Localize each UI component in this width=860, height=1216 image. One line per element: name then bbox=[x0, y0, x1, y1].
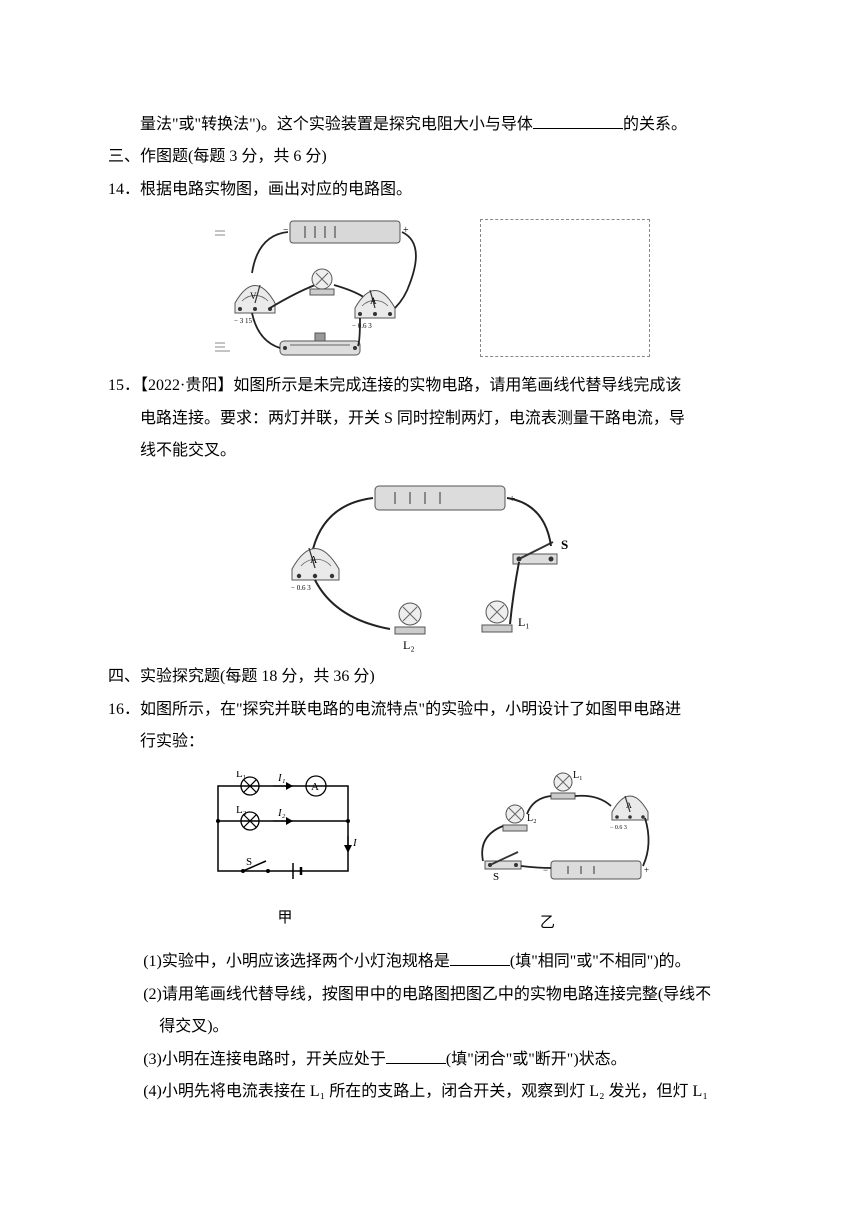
svg-text:V: V bbox=[250, 291, 257, 301]
text-fragment: 量法"或"转换法")。这个实验装置是探究电阻大小与导体 bbox=[140, 116, 533, 133]
svg-text:A: A bbox=[370, 296, 377, 306]
svg-text:+: + bbox=[644, 865, 649, 875]
continuation-line: 量法"或"转换法")。这个实验装置是探究电阻大小与导体 的关系。 bbox=[108, 110, 752, 140]
q15-line3: 线不能交叉。 bbox=[108, 436, 752, 466]
q16-fig-yi-wrap: L₁ L₂ A − 0.6 3 S bbox=[433, 766, 663, 938]
fill-blank bbox=[533, 111, 623, 129]
q16-physical-svg: L₁ L₂ A − 0.6 3 S bbox=[433, 766, 663, 896]
q15-line2: 电路连接。要求：两灯并联，开关 S 同时控制两灯，电流表测量干路电流，导 bbox=[108, 404, 752, 434]
svg-text:L₂: L₂ bbox=[527, 813, 537, 824]
svg-text:−: − bbox=[543, 865, 548, 875]
fill-blank bbox=[386, 1046, 446, 1064]
svg-text:− 3 15: − 3 15 bbox=[234, 317, 252, 325]
svg-text:A: A bbox=[626, 801, 632, 810]
q16-fig-jia-wrap: L₁ I₁ A L₂ I₂ I S bbox=[198, 771, 373, 933]
text-fragment: (填"闭合"或"断开")状态。 bbox=[446, 1051, 627, 1068]
text-fragment: (填"相同"或"不相同")的。 bbox=[510, 953, 691, 970]
svg-text:L₁: L₁ bbox=[518, 615, 530, 629]
svg-text:− 0.6 3: − 0.6 3 bbox=[610, 825, 627, 831]
text-fragment: (3)小明在连接电路时，开关应处于 bbox=[143, 1051, 386, 1068]
svg-text:− 0.6 3: − 0.6 3 bbox=[352, 322, 372, 330]
fig-label-yi: 乙 bbox=[433, 909, 663, 938]
q16-sub3: (3)小明在连接电路时，开关应处于 (填"闭合"或"断开")状态。 bbox=[108, 1045, 752, 1075]
q16-sub4: (4)小明先将电流表接在 L₁ 所在的支路上，闭合开关，观察到灯 L₂ 发光，但… bbox=[108, 1077, 752, 1107]
svg-text:S: S bbox=[493, 871, 499, 883]
svg-text:L₁: L₁ bbox=[573, 770, 583, 781]
section-heading-4: 四、实验探究题(每题 18 分，共 36 分) bbox=[108, 662, 752, 692]
q16-sub2b: 得交叉)。 bbox=[108, 1012, 752, 1042]
q16-sub2a: (2)请用笔画线代替导线，按图甲中的电路图把图乙中的实物电路连接完整(导线不 bbox=[108, 980, 752, 1010]
q16-schematic-svg: L₁ I₁ A L₂ I₂ I S bbox=[198, 771, 373, 891]
section-heading-3: 三、作图题(每题 3 分，共 6 分) bbox=[108, 142, 752, 172]
svg-text:L₂: L₂ bbox=[236, 804, 247, 816]
svg-text:L₁: L₁ bbox=[236, 771, 247, 780]
fig-label-jia: 甲 bbox=[198, 904, 373, 933]
q16-line1: 16．如图所示，在"探究并联电路的电流特点"的实验中，小明设计了如图甲电路进 bbox=[108, 695, 752, 725]
svg-text:I: I bbox=[352, 837, 358, 849]
svg-text:S: S bbox=[246, 856, 252, 868]
q15-figure: − + A − 0.6 3 L₂ L₁ bbox=[108, 474, 752, 654]
svg-text:A: A bbox=[311, 781, 319, 793]
svg-text:− 0.6 3: − 0.6 3 bbox=[291, 584, 311, 592]
fill-blank bbox=[450, 949, 510, 967]
text-fragment: 的关系。 bbox=[623, 116, 687, 133]
q16-figures: L₁ I₁ A L₂ I₂ I S bbox=[108, 766, 752, 938]
svg-text:L₂: L₂ bbox=[403, 638, 415, 652]
q15-line1: 15．【2022·贵阳】如图所示是未完成连接的实物电路，请用笔画线代替导线完成该 bbox=[108, 371, 752, 401]
svg-text:I₁: I₁ bbox=[277, 772, 286, 784]
q14-circuit-svg: − + V − 3 15 A bbox=[210, 213, 440, 363]
q15-circuit-svg: − + A − 0.6 3 L₂ L₁ bbox=[265, 474, 595, 654]
q14-figures: − + V − 3 15 A bbox=[108, 213, 752, 363]
q14-text: 14．根据电路实物图，画出对应的电路图。 bbox=[108, 175, 752, 205]
q14-answer-box bbox=[480, 219, 650, 357]
svg-text:I₂: I₂ bbox=[277, 807, 286, 819]
text-fragment: (1)实验中，小明应该选择两个小灯泡规格是 bbox=[143, 953, 450, 970]
svg-text:−: − bbox=[283, 225, 289, 236]
svg-text:A: A bbox=[310, 555, 318, 566]
q16-sub1: (1)实验中，小明应该选择两个小灯泡规格是 (填"相同"或"不相同")的。 bbox=[108, 947, 752, 977]
svg-text:S: S bbox=[561, 537, 568, 552]
q16-line2: 行实验： bbox=[108, 727, 752, 757]
